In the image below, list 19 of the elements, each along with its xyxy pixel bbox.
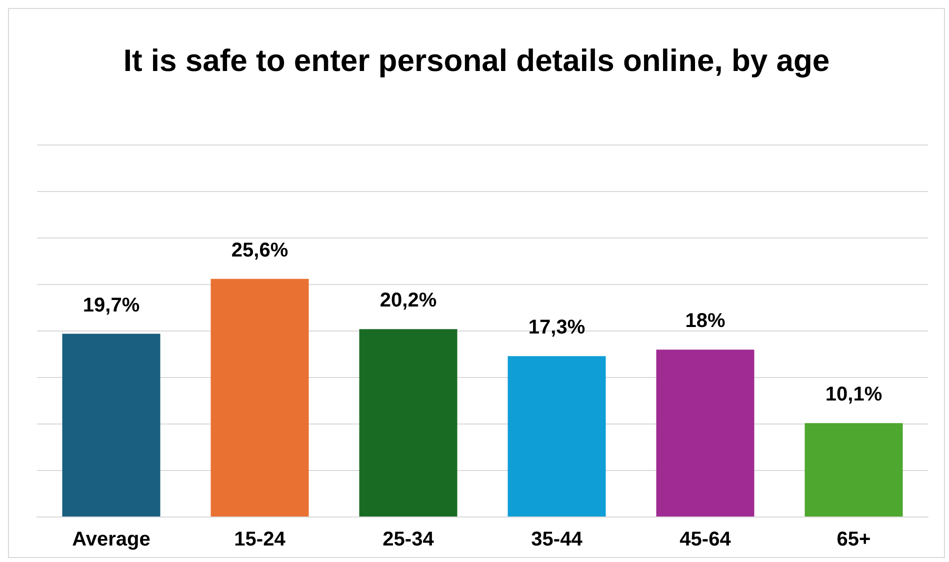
- chart-title: It is safe to enter personal details online, by age: [122, 42, 831, 80]
- x-tick-label: 65+: [836, 528, 871, 551]
- x-tick-label: 25-34: [382, 528, 435, 551]
- data-label: 20,2%: [380, 290, 437, 312]
- bar: [210, 278, 309, 516]
- data-label: 10,1%: [825, 384, 882, 406]
- x-tick-label: 35-44: [531, 528, 584, 551]
- data-label: 18%: [685, 310, 726, 332]
- data-label: 25,6%: [231, 239, 288, 262]
- bar: [804, 423, 903, 516]
- x-tick-label: Average: [72, 528, 150, 551]
- bar: [656, 350, 754, 516]
- data-label: 17,3%: [528, 316, 586, 339]
- bar: [62, 334, 160, 516]
- bar: [508, 356, 606, 516]
- x-tick-label: 15-24: [234, 528, 286, 551]
- bar: [359, 329, 458, 516]
- data-label: 19,7%: [82, 294, 140, 316]
- x-tick-label: 45-64: [680, 528, 732, 551]
